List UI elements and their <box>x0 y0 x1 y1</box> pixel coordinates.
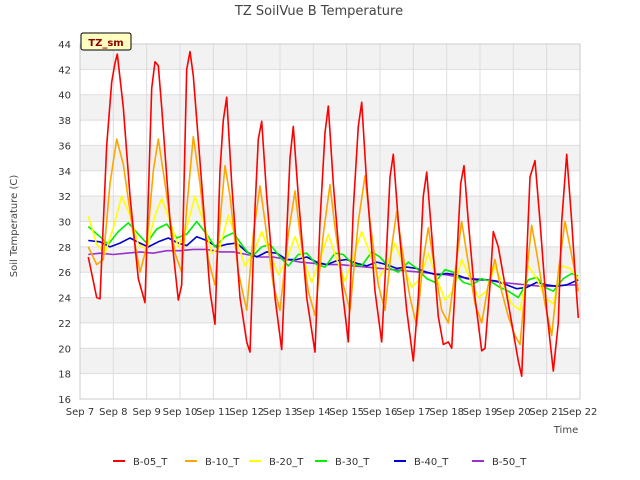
series-line-B-05_T <box>87 50 580 377</box>
x-tick-label: Sep 18 <box>429 407 464 418</box>
x-tick-label: Sep 20 <box>496 407 531 418</box>
y-tick-label: 16 <box>58 395 71 406</box>
chart-title: TZ SoilVue B Temperature <box>234 4 403 19</box>
x-tick-label: Sep 9 <box>132 407 160 418</box>
y-tick-label: 24 <box>58 294 71 305</box>
x-tick-label: Sep 14 <box>296 407 331 418</box>
plot-band <box>80 94 580 121</box>
y-tick-label: 36 <box>58 141 71 152</box>
y-tick-label: 26 <box>58 268 71 279</box>
y-axis-label: Soil Temperature (C) <box>9 175 20 278</box>
x-axis-label: Time <box>553 425 578 436</box>
x-tick-label: Sep 10 <box>163 407 198 418</box>
x-tick-label: Sep 22 <box>563 407 598 418</box>
x-tick-label: Sep 11 <box>196 407 231 418</box>
y-tick-label: 34 <box>58 167 71 178</box>
y-tick-label: 32 <box>58 192 71 203</box>
y-tick-label: 20 <box>58 344 71 355</box>
plot-band <box>80 348 580 374</box>
y-tick-label: 44 <box>58 40 71 51</box>
legend-label-B-30_T: B-30_T <box>335 457 370 468</box>
x-tick-label: Sep 17 <box>396 407 431 418</box>
y-tick-label: 18 <box>58 370 71 381</box>
series-line-B-40_T <box>88 235 579 290</box>
plot-band <box>80 297 580 323</box>
badge-box <box>80 32 132 51</box>
plot-band <box>80 145 580 171</box>
badge-label: TZ_sm <box>88 38 123 49</box>
plot-band <box>80 44 580 70</box>
legend-label-B-50_T: B-50_T <box>492 457 527 468</box>
x-tick-label: Sep 16 <box>363 407 398 418</box>
x-tick-label: Sep 19 <box>463 407 498 418</box>
legend-label-B-05_T: B-05_T <box>133 457 168 468</box>
x-tick-label: Sep 8 <box>99 407 127 418</box>
legend-label-B-10_T: B-10_T <box>205 457 240 468</box>
y-tick-label: 42 <box>58 65 71 76</box>
plot-band <box>80 196 580 222</box>
y-tick-label: 22 <box>58 319 71 330</box>
y-tick-label: 40 <box>58 91 71 102</box>
legend-label-B-40_T: B-40_T <box>414 457 449 468</box>
y-axis: 16 18 20 22 24 26 28 30 32 34 36 38 40 42 44 <box>58 40 71 406</box>
y-tick-label: 38 <box>58 116 71 127</box>
x-tick-label: Sep 12 <box>229 407 264 418</box>
series-lines <box>87 50 580 377</box>
series-line-B-10_T <box>87 135 580 346</box>
y-tick-label: 30 <box>58 218 71 229</box>
y-tick-label: 28 <box>58 243 71 254</box>
x-tick-label: Sep 21 <box>529 407 564 418</box>
plot-bands <box>80 44 580 374</box>
legend: B-05_T B-10_T B-20_T B-30_T B-40_T B-50_T <box>113 457 527 468</box>
plot-area <box>79 43 581 400</box>
x-tick-label: Sep 7 <box>66 407 94 418</box>
x-tick-label: Sep 15 <box>329 407 364 418</box>
legend-label-B-20_T: B-20_T <box>269 457 304 468</box>
x-tick-label: Sep 13 <box>263 407 298 418</box>
badge: TZ_sm <box>80 32 132 51</box>
